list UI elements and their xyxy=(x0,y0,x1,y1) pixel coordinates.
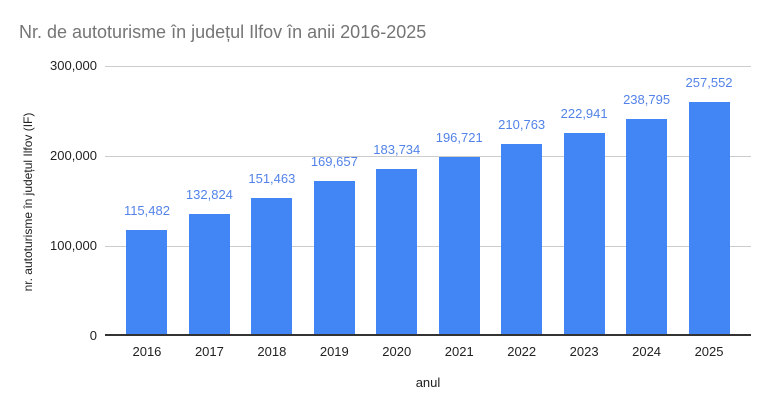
bar-cell: 196,721 2021 xyxy=(435,66,483,359)
bar-value-label: 169,657 xyxy=(310,154,358,170)
bar-value-label: 196,721 xyxy=(435,129,483,145)
x-tick-label: 2019 xyxy=(319,344,349,359)
y-tick-label: 300,000 xyxy=(50,58,97,73)
x-tick-label: 2024 xyxy=(632,344,662,359)
bar-value-label: 210,763 xyxy=(498,117,546,133)
x-axis-title: anul xyxy=(415,375,441,390)
bar-value-label: 132,824 xyxy=(185,187,233,203)
bar xyxy=(438,156,480,334)
gridline xyxy=(105,246,751,247)
x-tick-label: 2023 xyxy=(569,344,599,359)
bar-value-label: 257,552 xyxy=(685,75,733,91)
x-tick-label: 2017 xyxy=(194,344,224,359)
bar-cell: 183,734 2020 xyxy=(373,66,421,359)
bar-cell: 151,463 2018 xyxy=(248,66,296,359)
gridline xyxy=(105,66,751,67)
bar xyxy=(126,230,168,334)
bar-cell: 238,795 2024 xyxy=(623,66,671,359)
y-tick-label: 200,000 xyxy=(50,148,97,163)
bar-cell: 169,657 2019 xyxy=(310,66,358,359)
bar xyxy=(501,144,543,334)
bar xyxy=(626,119,668,334)
bar xyxy=(251,197,293,334)
bar xyxy=(688,102,730,334)
bar-cell: 222,941 2023 xyxy=(560,66,608,359)
x-tick-label: 2018 xyxy=(257,344,287,359)
y-axis-title: nr. autoturisme în județul Ilfov (IF) xyxy=(21,112,35,292)
bar-value-label: 115,482 xyxy=(123,203,170,219)
bar xyxy=(563,133,605,334)
x-tick-label: 2020 xyxy=(382,344,412,359)
bar xyxy=(376,168,418,334)
gridline xyxy=(105,156,751,157)
bars-container: 115,482 2016 132,824 2017 151,463 2018 169,657… xyxy=(105,66,751,359)
x-tick-label: 2021 xyxy=(444,344,474,359)
x-tick-label: 2022 xyxy=(507,344,537,359)
bar xyxy=(313,181,355,334)
y-tick-label: 0 xyxy=(89,328,97,343)
bar-cell: 210,763 2022 xyxy=(498,66,546,359)
plot-area: 115,482 2016 132,824 2017 151,463 2018 169,657… xyxy=(105,66,751,359)
bar-value-label: 151,463 xyxy=(248,170,296,186)
bar-cell: 132,824 2017 xyxy=(185,66,233,359)
x-tick-label: 2025 xyxy=(694,344,724,359)
bar-value-label: 183,734 xyxy=(373,141,421,157)
chart-title: Nr. de autoturisme în județul Ilfov în a… xyxy=(19,22,427,42)
bar-value-label: 222,941 xyxy=(560,106,608,122)
bar-cell: 257,552 2025 xyxy=(685,66,733,359)
bar-cell: 115,482 2016 xyxy=(123,66,170,359)
bar-value-label: 238,795 xyxy=(623,92,671,108)
bar xyxy=(188,214,230,334)
y-tick-label: 100,000 xyxy=(50,238,97,253)
x-tick-label: 2016 xyxy=(132,344,162,359)
